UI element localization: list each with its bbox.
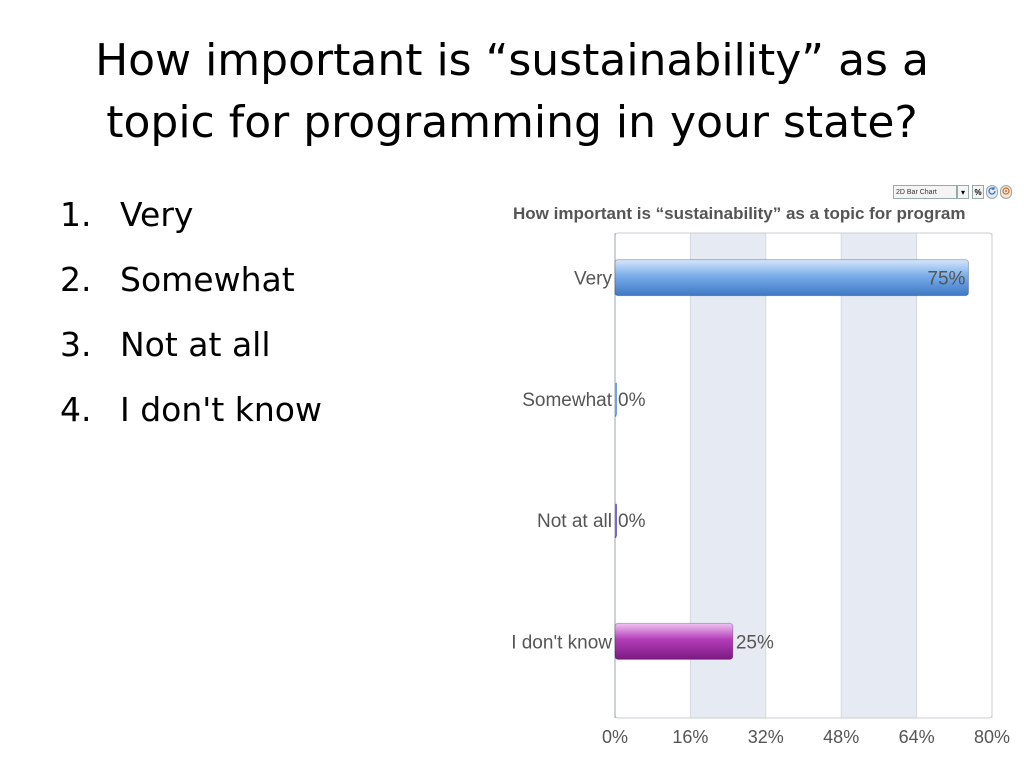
answer-number: 2. (60, 260, 92, 299)
chart-widget: 2D Bar Chart ▾ % How important is “susta… (505, 183, 1024, 768)
answer-label: Somewhat (120, 260, 295, 299)
answer-number: 4. (60, 390, 92, 429)
answer-label: Very (120, 195, 194, 234)
value-label: 0% (618, 390, 646, 411)
answer-label: I don't know (120, 390, 322, 429)
percent-toggle-button[interactable]: % (972, 185, 984, 199)
x-tick-label: 32% (748, 727, 784, 747)
chart-title: How important is “sustainability” as a t… (513, 204, 965, 223)
category-label: Very (574, 269, 613, 290)
answer-number: 1. (60, 195, 92, 234)
refresh-icon[interactable] (986, 185, 998, 199)
x-tick-label: 80% (974, 727, 1010, 747)
chevron-down-icon[interactable]: ▾ (957, 185, 969, 199)
x-tick-label: 16% (672, 727, 708, 747)
answer-label: Not at all (120, 325, 271, 364)
category-label: Somewhat (522, 390, 612, 411)
answer-number: 3. (60, 325, 92, 364)
slide-title: How important is “sustainability” as a t… (0, 30, 1024, 154)
bar (614, 622, 734, 660)
answer-option: 4. I don't know (60, 385, 322, 450)
print-icon[interactable] (1000, 185, 1012, 199)
value-label: 25% (736, 632, 774, 653)
x-tick-label: 48% (823, 727, 859, 747)
value-label: 75% (927, 269, 965, 290)
grid-band (841, 233, 917, 718)
value-label: 0% (618, 511, 646, 532)
bar (614, 259, 969, 297)
answer-option: 3. Not at all (60, 320, 322, 385)
x-tick-label: 0% (602, 727, 628, 747)
slide-title-line-1: How important is “sustainability” as a (95, 35, 929, 86)
category-label: Not at all (537, 511, 612, 532)
bar-chart: How important is “sustainability” as a t… (511, 204, 1010, 747)
category-label: I don't know (511, 632, 612, 653)
answer-option: 2. Somewhat (60, 255, 322, 320)
answer-options-list: 1. Very 2. Somewhat 3. Not at all 4. I don't… (60, 190, 322, 450)
slide-title-line-2: topic for programming in your state? (106, 97, 918, 148)
x-tick-label: 64% (899, 727, 935, 747)
answer-option: 1. Very (60, 190, 322, 255)
chart-type-select[interactable]: 2D Bar Chart (893, 185, 957, 199)
